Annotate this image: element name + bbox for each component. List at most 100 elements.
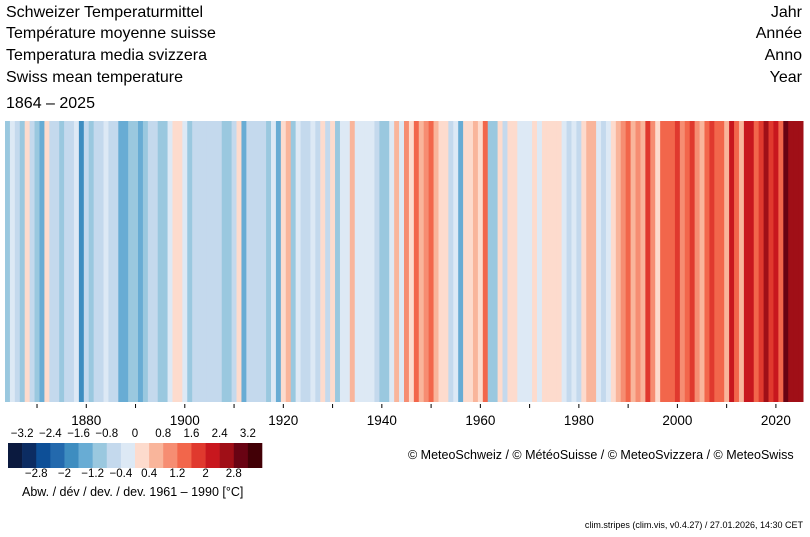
- stripe-1960: [477, 121, 484, 402]
- stripe-1918: [271, 121, 277, 402]
- stripe-1939: [374, 121, 380, 402]
- stripe-1932: [339, 121, 346, 402]
- stripe-2001: [679, 121, 686, 402]
- stripe-1897: [167, 121, 173, 402]
- stripe-1971: [532, 121, 538, 402]
- stripe-1931: [335, 121, 341, 402]
- stripe-2019: [768, 121, 774, 402]
- x-tick-label: 1900: [170, 413, 200, 428]
- stripe-1895: [157, 121, 164, 402]
- stripe-1933: [344, 121, 351, 402]
- colorbar-bin: [163, 443, 178, 468]
- stripe-1951: [433, 121, 439, 402]
- stripe-1926: [310, 121, 316, 402]
- stripe-2002: [684, 121, 691, 402]
- stripe-1878: [73, 121, 80, 402]
- stripe-2004: [694, 121, 701, 402]
- stripe-1876: [64, 121, 70, 402]
- stripe-1961: [482, 121, 489, 402]
- title-de: Schweizer Temperaturmittel: [6, 4, 204, 21]
- x-axis: 1880 1900 1920 1940 1960 1980 2000 2020: [36, 404, 791, 428]
- stripe-1941: [384, 121, 390, 402]
- stripe-1874: [54, 121, 60, 402]
- stripe-1894: [152, 121, 159, 402]
- stripe-2025: [798, 121, 804, 402]
- stripe-1911: [236, 121, 242, 402]
- stripe-2022: [783, 121, 789, 402]
- stripe-1881: [88, 121, 95, 402]
- stripe-1990: [625, 121, 632, 402]
- stripe-1901: [187, 121, 193, 402]
- stripe-1891: [138, 121, 144, 402]
- stripe-1997: [660, 121, 666, 402]
- stripe-1908: [221, 121, 228, 402]
- stripe-1975: [551, 121, 558, 402]
- stripe-2011: [729, 121, 735, 402]
- stripe-1884: [103, 121, 109, 402]
- colorbar-bin: [205, 443, 220, 468]
- stripe-1865: [9, 121, 16, 402]
- stripe-1978: [566, 121, 572, 402]
- stripe-1917: [266, 121, 272, 402]
- stripe-1994: [645, 121, 651, 402]
- stripe-1938: [369, 121, 375, 402]
- stripe-1869: [29, 121, 36, 402]
- x-tick-label: 1920: [268, 413, 298, 428]
- stripe-1998: [665, 121, 671, 402]
- stripe-1955: [453, 121, 459, 402]
- stripe-1904: [202, 121, 208, 402]
- stripe-1899: [177, 121, 183, 402]
- stripe-1999: [670, 121, 676, 402]
- stripe-2015: [748, 121, 755, 402]
- stripe-2007: [709, 121, 715, 402]
- stripe-1930: [330, 121, 336, 402]
- stripe-1890: [133, 121, 139, 402]
- stripe-1940: [379, 121, 385, 402]
- stripe-1969: [522, 121, 528, 402]
- stripe-2000: [674, 121, 681, 402]
- colorbar-bin: [22, 443, 37, 468]
- colorbar-tick-label: 2: [202, 468, 209, 480]
- stripe-1898: [172, 121, 178, 402]
- colorbar-tick-label: −2: [57, 468, 71, 480]
- stripes: [5, 121, 804, 402]
- stripe-1982: [586, 121, 592, 402]
- stripe-1996: [655, 121, 661, 402]
- stripe-1956: [458, 121, 464, 402]
- colorbar-bin: [233, 443, 249, 468]
- colorbar-bin: [135, 443, 150, 468]
- stripe-1944: [399, 121, 405, 402]
- stripe-1892: [142, 121, 149, 402]
- stripe-1880: [83, 121, 90, 402]
- stripe-1992: [635, 121, 641, 402]
- stripe-1987: [610, 121, 617, 402]
- colorbar-bin: [149, 443, 164, 468]
- stripe-1943: [394, 121, 400, 402]
- x-tick-label: 1880: [71, 413, 101, 428]
- stripe-2017: [758, 121, 765, 402]
- colorbar-tick-label: −1.2: [81, 468, 105, 480]
- stripe-1965: [502, 121, 508, 402]
- stripe-1983: [591, 121, 597, 402]
- stripe-1968: [517, 121, 523, 402]
- stripe-1962: [487, 121, 494, 402]
- stripe-1882: [93, 121, 100, 402]
- stripe-1872: [44, 121, 50, 402]
- stripe-1967: [512, 121, 518, 402]
- stripe-1985: [601, 121, 607, 402]
- stripe-1886: [113, 121, 119, 402]
- colorbar-bin: [247, 443, 263, 468]
- stripe-1966: [507, 121, 513, 402]
- stripe-1995: [650, 121, 656, 402]
- stripe-1964: [497, 121, 504, 402]
- stripe-1921: [285, 121, 292, 402]
- stripe-1947: [413, 121, 420, 402]
- colorbar-tick-label: 1.6: [183, 428, 200, 440]
- stripe-1946: [408, 121, 415, 402]
- colorbar-bin: [36, 443, 51, 468]
- stripe-1905: [206, 121, 213, 402]
- stripe-2010: [724, 121, 730, 402]
- stripe-2023: [788, 121, 794, 402]
- colorbar-tick-label: 1.2: [169, 468, 186, 480]
- stripe-1935: [354, 121, 361, 402]
